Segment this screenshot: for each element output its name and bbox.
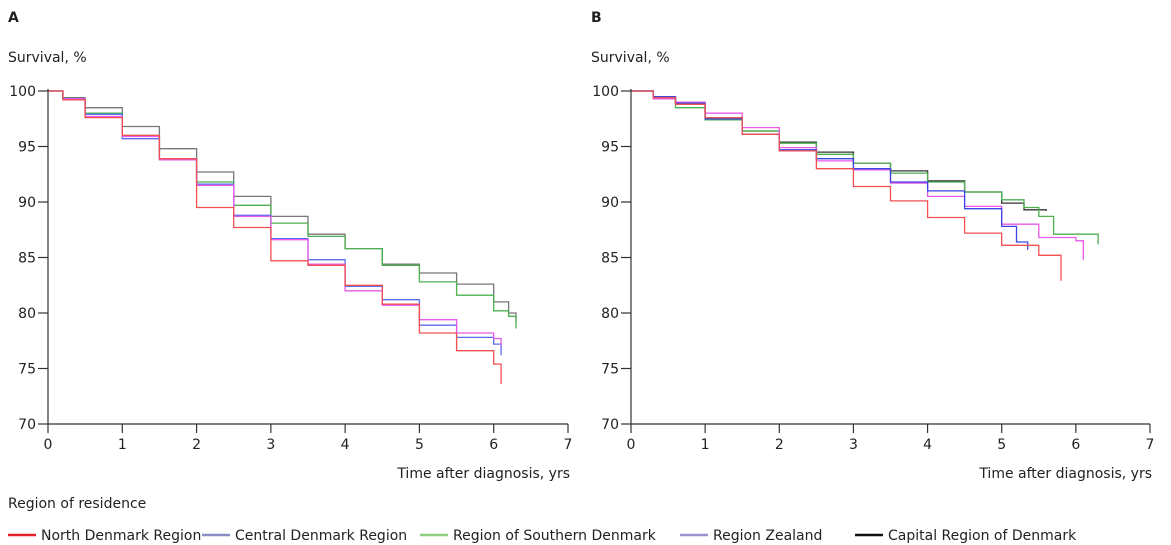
panel-b-series-central-denmark-region: [631, 90, 1029, 250]
panel-a-ytick-label: 85: [18, 251, 36, 267]
legend: Region of residence North Denmark Region…: [8, 496, 1077, 544]
panel-a-xtick-label: 0: [44, 437, 53, 453]
panel-a-xtick-label: 4: [341, 437, 350, 453]
panel-a-ylabel: Survival, %: [8, 50, 87, 66]
panel-a-series-region-of-southern-denmark: [48, 90, 517, 329]
panel-b-xtick-label: 0: [627, 437, 636, 453]
panel-a-series-north-denmark-region: [48, 90, 502, 384]
legend-label-capital-region-of-denmark: Capital Region of Denmark: [888, 528, 1077, 544]
panel-b: B Survival, % Time after diagnosis, yrs …: [591, 10, 1154, 482]
panel-a-ytick-label: 80: [18, 306, 36, 322]
panel-b-ytick-label: 70: [601, 417, 619, 433]
panel-b-xtick-label: 3: [849, 437, 858, 453]
panel-b-ytick-label: 100: [592, 84, 619, 100]
panel-a-xtick-label: 7: [564, 437, 573, 453]
legend-title: Region of residence: [8, 496, 146, 512]
legend-items: North Denmark Region Central Denmark Regi…: [8, 528, 1077, 544]
panel-b-series-north-denmark-region: [631, 90, 1062, 281]
panel-b-xtick-label: 6: [1071, 437, 1080, 453]
panel-b-label: B: [591, 10, 602, 26]
panel-b-series-region-of-southern-denmark: [631, 90, 1099, 245]
panel-b-xlabel: Time after diagnosis, yrs: [978, 466, 1152, 482]
panel-b-ytick-label: 95: [601, 140, 619, 156]
panel-a-xtick-label: 3: [266, 437, 275, 453]
panel-a: A Survival, % Time after diagnosis, yrs …: [8, 10, 572, 482]
panel-b-series-capital-region-of-denmark: [631, 90, 1047, 211]
panel-b-xtick-label: 7: [1146, 437, 1155, 453]
panel-a-ytick-label: 95: [18, 140, 36, 156]
legend-label-region-zealand: Region Zealand: [713, 528, 822, 544]
panel-b-xtick-label: 5: [997, 437, 1006, 453]
panel-b-series: [631, 90, 1099, 281]
panel-b-xtick-label: 2: [775, 437, 784, 453]
legend-label-central-denmark-region: Central Denmark Region: [235, 528, 407, 544]
panel-b-ytick-label: 75: [601, 362, 619, 378]
panel-b-ytick-label: 90: [601, 195, 619, 211]
panel-a-label: A: [8, 10, 19, 26]
panel-b-xtick-label: 1: [701, 437, 710, 453]
panel-a-xtick-label: 6: [489, 437, 498, 453]
panel-a-ticks: 70 75 80 85 90 95 100 0 1 2 3 4 5 6 7: [9, 84, 572, 453]
legend-label-north-denmark-region: North Denmark Region: [41, 528, 201, 544]
panel-a-ytick-label: 70: [18, 417, 36, 433]
panel-b-ytick-label: 80: [601, 306, 619, 322]
panel-a-xtick-label: 2: [192, 437, 201, 453]
panel-a-ytick-label: 90: [18, 195, 36, 211]
panel-b-xtick-label: 4: [923, 437, 932, 453]
panel-b-ticks: 70 75 80 85 90 95 100 0 1 2 3 4 5 6 7: [592, 84, 1154, 453]
panel-a-series-capital-region-of-denmark: [48, 90, 517, 322]
panel-a-series: [48, 90, 517, 384]
panel-a-ytick-label: 100: [9, 84, 36, 100]
panel-a-xtick-label: 5: [415, 437, 424, 453]
panel-b-ylabel: Survival, %: [591, 50, 670, 66]
panel-a-xtick-label: 1: [118, 437, 127, 453]
panel-b-series-region-zealand: [631, 90, 1084, 260]
panel-a-ytick-label: 75: [18, 362, 36, 378]
panel-a-xlabel: Time after diagnosis, yrs: [396, 466, 570, 482]
panel-b-ytick-label: 85: [601, 251, 619, 267]
legend-label-region-of-southern-denmark: Region of Southern Denmark: [453, 528, 657, 544]
panel-a-series-region-zealand: [48, 90, 502, 346]
